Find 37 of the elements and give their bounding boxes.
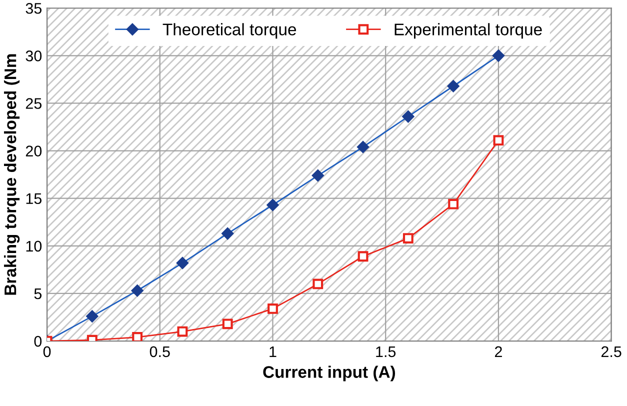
point	[86, 310, 98, 322]
point	[312, 170, 324, 182]
y-tick-label: 20	[26, 146, 42, 156]
x-tick-label: 0	[43, 346, 51, 358]
point	[493, 135, 504, 146]
point	[448, 198, 459, 210]
x-tick-label: 1	[270, 346, 276, 357]
point	[131, 284, 144, 297]
y-tick-label: 25	[26, 98, 42, 109]
x-tick-label: 1.5	[376, 346, 396, 358]
legend-label: Theoretical torque	[162, 23, 296, 39]
y-tick-label: 35	[26, 2, 42, 14]
point	[358, 251, 368, 262]
y-tick-label: 30	[26, 50, 42, 62]
point	[447, 80, 460, 92]
x-tick-label: 0.5	[150, 346, 170, 358]
x-axis-title: Current input (A)	[263, 366, 396, 382]
y-tick-label: 0	[34, 336, 42, 347]
point	[268, 303, 278, 314]
point	[266, 199, 279, 211]
x-tick-label: 2	[494, 346, 502, 357]
x-tick-label: 2.5	[601, 346, 622, 358]
y-tick-label: 10	[26, 240, 42, 252]
point	[402, 233, 414, 244]
point	[357, 141, 369, 153]
y-axis-title: Braking torque developed (Nm	[4, 54, 20, 295]
point	[222, 318, 233, 330]
y-tick-label: 5	[34, 288, 42, 300]
legend-label: Experimental torque	[394, 23, 542, 39]
point	[132, 332, 143, 342]
point	[177, 326, 188, 337]
point	[402, 110, 414, 123]
point	[222, 228, 234, 240]
point	[312, 278, 324, 290]
point	[176, 257, 188, 269]
y-tick-label: 15	[26, 193, 42, 204]
point	[492, 50, 504, 62]
